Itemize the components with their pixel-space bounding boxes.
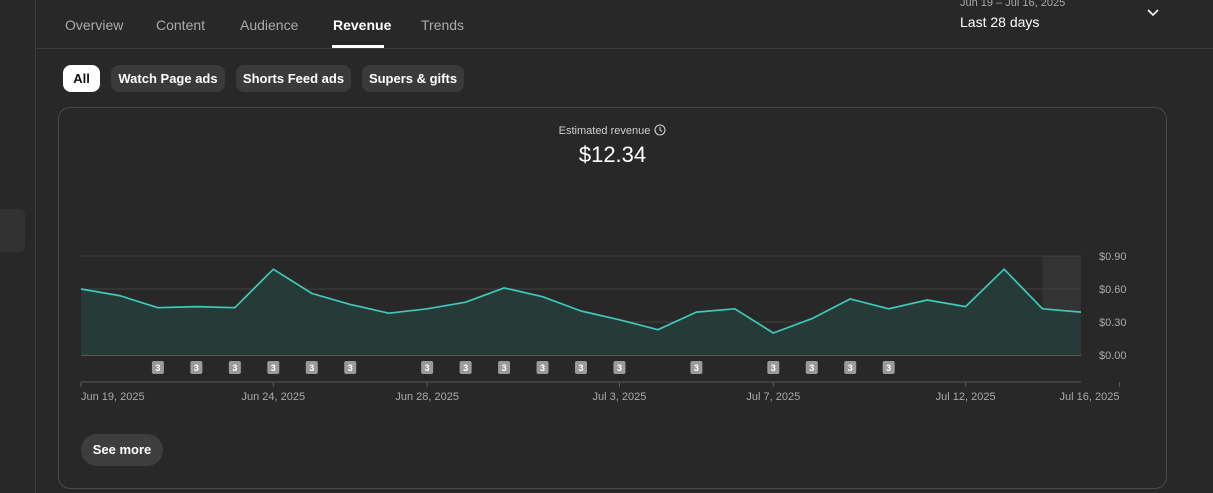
data-point[interactable] xyxy=(538,292,548,302)
marker-badge[interactable] xyxy=(882,361,895,374)
data-point[interactable] xyxy=(576,306,586,316)
metric-label: Estimated revenue xyxy=(558,125,651,137)
data-point[interactable] xyxy=(1076,307,1086,317)
data-point[interactable] xyxy=(345,299,355,309)
left-rail xyxy=(0,0,36,493)
tab-trends[interactable]: Trends xyxy=(421,17,465,33)
marker-badge[interactable] xyxy=(767,361,780,374)
data-point[interactable] xyxy=(384,308,394,318)
rail-selected-item[interactable] xyxy=(0,209,25,252)
data-point[interactable] xyxy=(153,303,163,313)
marker-label: 3 xyxy=(425,363,430,373)
y-tick-label: $0.30 xyxy=(1099,317,1127,329)
x-tick-label: Jul 16, 2025 xyxy=(1060,391,1120,403)
marker-badge[interactable] xyxy=(305,361,318,374)
filter-chip-shorts-feed-ads[interactable]: Shorts Feed ads xyxy=(236,65,351,92)
filter-chip-supers-gifts[interactable]: Supers & gifts xyxy=(362,65,464,92)
marker-badge[interactable] xyxy=(844,361,857,374)
metric-label-row: Estimated revenue xyxy=(59,124,1166,137)
date-range-label: Last 28 days xyxy=(960,14,1040,30)
marker-label: 3 xyxy=(809,363,814,373)
y-tick-label: $0.90 xyxy=(1099,251,1127,263)
marker-badge[interactable] xyxy=(190,361,203,374)
revenue-line xyxy=(80,268,1082,334)
data-point[interactable] xyxy=(268,264,278,274)
marker-badge[interactable] xyxy=(421,361,434,374)
marker-label: 3 xyxy=(271,363,276,373)
y-tick-label: $0.60 xyxy=(1099,284,1127,296)
marker-label: 3 xyxy=(771,363,776,373)
data-point[interactable] xyxy=(614,315,624,325)
active-tab-indicator xyxy=(332,45,384,48)
x-tick-label: Jul 7, 2025 xyxy=(746,391,800,403)
marker-label: 3 xyxy=(617,363,622,373)
data-point[interactable] xyxy=(230,303,240,313)
data-point[interactable] xyxy=(961,302,971,312)
data-point[interactable] xyxy=(730,304,740,314)
data-point[interactable] xyxy=(884,304,894,314)
revenue-chart-card: Estimated revenue $12.34 $0.00 $0.30 $0.60… xyxy=(58,107,1167,489)
x-tick-label: Jun 19, 2025 xyxy=(81,391,145,403)
chevron-down-icon xyxy=(1147,9,1159,17)
metric-value: $12.34 xyxy=(578,142,647,167)
data-point[interactable] xyxy=(422,304,432,314)
marker-label: 3 xyxy=(502,363,507,373)
marker-label: 3 xyxy=(540,363,545,373)
marker-label: 3 xyxy=(848,363,853,373)
data-point[interactable] xyxy=(499,283,509,293)
x-tick-label: Jun 28, 2025 xyxy=(395,391,459,403)
marker-label: 3 xyxy=(463,363,468,373)
data-point[interactable] xyxy=(845,294,855,304)
x-tick-label: Jul 12, 2025 xyxy=(936,391,996,403)
marker-badge[interactable] xyxy=(536,361,549,374)
filter-chip-all[interactable]: All xyxy=(63,65,100,92)
marker-label: 3 xyxy=(348,363,353,373)
marker-badge[interactable] xyxy=(151,361,164,374)
clock-icon[interactable] xyxy=(654,124,666,136)
x-tick-label: Jun 24, 2025 xyxy=(241,391,305,403)
tab-audience[interactable]: Audience xyxy=(240,17,299,33)
marker-label: 3 xyxy=(309,363,314,373)
data-point[interactable] xyxy=(114,291,124,301)
marker-badge[interactable] xyxy=(613,361,626,374)
data-point[interactable] xyxy=(807,314,817,324)
marker-badge[interactable] xyxy=(459,361,472,374)
data-point[interactable] xyxy=(1038,304,1048,314)
data-point[interactable] xyxy=(76,284,86,294)
data-point[interactable] xyxy=(768,328,778,338)
data-point[interactable] xyxy=(191,302,201,312)
marker-badge[interactable] xyxy=(805,361,818,374)
data-point[interactable] xyxy=(691,307,701,317)
x-tick-label: Jul 3, 2025 xyxy=(593,391,647,403)
marker-label: 3 xyxy=(886,363,891,373)
marker-label: 3 xyxy=(194,363,199,373)
data-point[interactable] xyxy=(922,295,932,305)
marker-badge[interactable] xyxy=(575,361,587,374)
tab-revenue[interactable]: Revenue xyxy=(333,17,392,33)
y-tick-label: $0.00 xyxy=(1099,350,1127,362)
marker-badge[interactable] xyxy=(344,361,357,374)
marker-badge[interactable] xyxy=(267,361,280,374)
data-point[interactable] xyxy=(307,288,317,298)
date-range-picker[interactable]: Jun 19 – Jul 16, 2025 Last 28 days xyxy=(960,0,1175,37)
marker-label: 3 xyxy=(155,363,160,373)
marker-badge[interactable] xyxy=(690,361,703,374)
data-point[interactable] xyxy=(653,325,663,335)
revenue-area xyxy=(81,269,1081,355)
date-range-text: Jun 19 – Jul 16, 2025 xyxy=(960,0,1066,9)
see-more-button[interactable]: See more xyxy=(81,434,163,466)
tab-overview[interactable]: Overview xyxy=(65,17,124,33)
marker-badge[interactable] xyxy=(498,361,511,374)
analytics-tab-bar: Overview Content Audience Revenue Trends xyxy=(37,0,1213,49)
data-point[interactable] xyxy=(461,297,471,307)
filter-chip-watch-page-ads[interactable]: Watch Page ads xyxy=(111,65,225,92)
tab-content[interactable]: Content xyxy=(156,17,206,33)
marker-label: 3 xyxy=(578,363,583,373)
marker-badge[interactable] xyxy=(228,361,241,374)
marker-label: 3 xyxy=(694,363,699,373)
marker-label: 3 xyxy=(232,363,237,373)
revenue-line-chart[interactable]: $0.00 $0.30 $0.60 $0.90 3 3 3 3 3 3 3 3 3 3 3 3 3 3 3 3 3 Jun… xyxy=(59,108,1168,418)
data-point[interactable] xyxy=(999,264,1009,274)
